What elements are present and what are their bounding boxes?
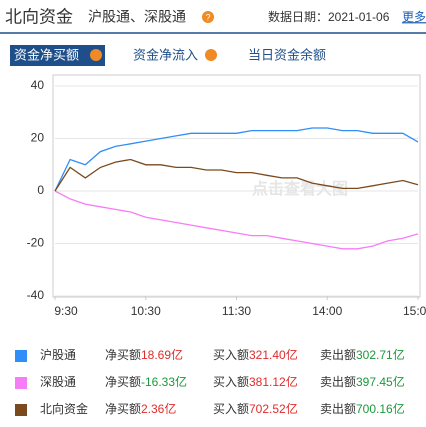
tab-active[interactable] bbox=[10, 45, 105, 66]
legend-label: 深股通 bbox=[40, 375, 76, 389]
series-line bbox=[54, 190, 419, 250]
buy-label: 买入额 bbox=[213, 348, 249, 362]
buy-value: 381.12亿 bbox=[249, 374, 298, 389]
help-icon-mark: ? bbox=[205, 12, 210, 22]
y-tick-label: -20 bbox=[27, 236, 45, 250]
net-value: -16.33亿 bbox=[141, 374, 187, 389]
tab[interactable]: 资金净买额 bbox=[14, 47, 79, 62]
x-tick-label: 14:00 bbox=[312, 304, 342, 318]
net-value: 2.36亿 bbox=[141, 401, 176, 416]
sell-label: 卖出额 bbox=[320, 402, 356, 416]
help-icon[interactable] bbox=[202, 11, 214, 23]
legend-label: 北向资金 bbox=[40, 401, 88, 416]
date: 数据日期：2021-01-06 bbox=[268, 9, 390, 24]
y-tick-label: 20 bbox=[31, 131, 45, 145]
y-tick-label: -40 bbox=[27, 288, 45, 302]
buy-label: 买入额 bbox=[213, 402, 249, 416]
x-tick-label: 9:30 bbox=[54, 304, 78, 318]
plot-frame bbox=[52, 74, 421, 298]
y-tick-label: 0 bbox=[37, 183, 44, 197]
net-value: 18.69亿 bbox=[141, 347, 183, 362]
series-line bbox=[54, 158, 419, 192]
legend-swatch bbox=[15, 377, 27, 389]
buy-value: 321.40亿 bbox=[249, 347, 298, 362]
tab[interactable]: 当日资金余额 bbox=[248, 47, 326, 62]
legend-swatch bbox=[15, 350, 27, 362]
tab[interactable]: 资金净流入 bbox=[133, 47, 198, 62]
legend-swatch bbox=[15, 404, 27, 416]
net-label: 净买额 bbox=[105, 402, 141, 416]
more-link[interactable]: 更多 bbox=[402, 10, 426, 24]
subtitle: 沪股通、深股通 bbox=[88, 9, 186, 25]
sell-label: 卖出额 bbox=[320, 348, 356, 362]
x-tick-label: 10:30 bbox=[131, 304, 161, 318]
help-icon[interactable] bbox=[90, 49, 102, 61]
series-line bbox=[54, 127, 419, 192]
buy-label: 买入额 bbox=[213, 375, 249, 389]
net-label: 净买额 bbox=[105, 348, 141, 362]
sell-value: 397.45亿 bbox=[356, 374, 405, 389]
net-label: 净买额 bbox=[105, 375, 141, 389]
title: 北向资金 bbox=[5, 7, 73, 26]
sell-value: 700.16亿 bbox=[356, 401, 405, 416]
legend-label: 沪股通 bbox=[40, 348, 76, 362]
sell-value: 302.71亿 bbox=[356, 347, 405, 362]
help-icon[interactable] bbox=[205, 49, 217, 61]
sell-label: 卖出额 bbox=[320, 375, 356, 389]
watermark: 点击查看大图 bbox=[252, 179, 348, 198]
y-tick-label: 40 bbox=[31, 78, 45, 92]
buy-value: 702.52亿 bbox=[249, 401, 298, 416]
x-tick-label: 15:00 bbox=[403, 304, 426, 318]
x-tick-label: 11:30 bbox=[222, 304, 251, 318]
